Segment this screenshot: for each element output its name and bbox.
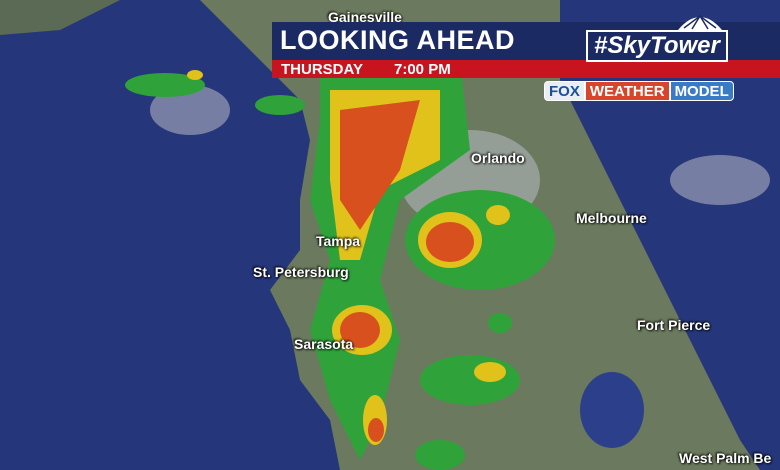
skytower-dome-icon: [678, 14, 722, 30]
time-bar: THURSDAY 7:00 PM: [272, 60, 780, 78]
city-label-st-petersburg: St. Petersburg: [253, 264, 349, 280]
fox-logo: FOX: [544, 81, 585, 101]
skytower-logo: #SkyTower: [586, 30, 728, 62]
radar-heavy-rain: [340, 100, 474, 442]
city-label-gainesville: Gainesville: [328, 9, 402, 25]
model-logo: MODEL: [669, 81, 734, 101]
lake-okeechobee: [580, 372, 644, 448]
weather-logo: WEATHER: [584, 81, 670, 101]
city-label-melbourne: Melbourne: [576, 210, 647, 226]
forecast-time: 7:00 PM: [394, 61, 451, 78]
city-label-tampa: Tampa: [316, 233, 361, 249]
forecast-day: THURSDAY: [281, 61, 363, 78]
city-label-orlando: Orlando: [471, 150, 525, 166]
fox-weather-model-logo: FOX WEATHER MODEL: [544, 81, 734, 101]
city-label-fort-pierce: Fort Pierce: [637, 317, 711, 333]
city-label-west-palm-beach: West Palm Be: [679, 450, 772, 466]
city-label-sarasota: Sarasota: [294, 336, 354, 352]
title: LOOKING AHEAD: [280, 25, 515, 55]
gulf-coast-land: [0, 0, 120, 35]
